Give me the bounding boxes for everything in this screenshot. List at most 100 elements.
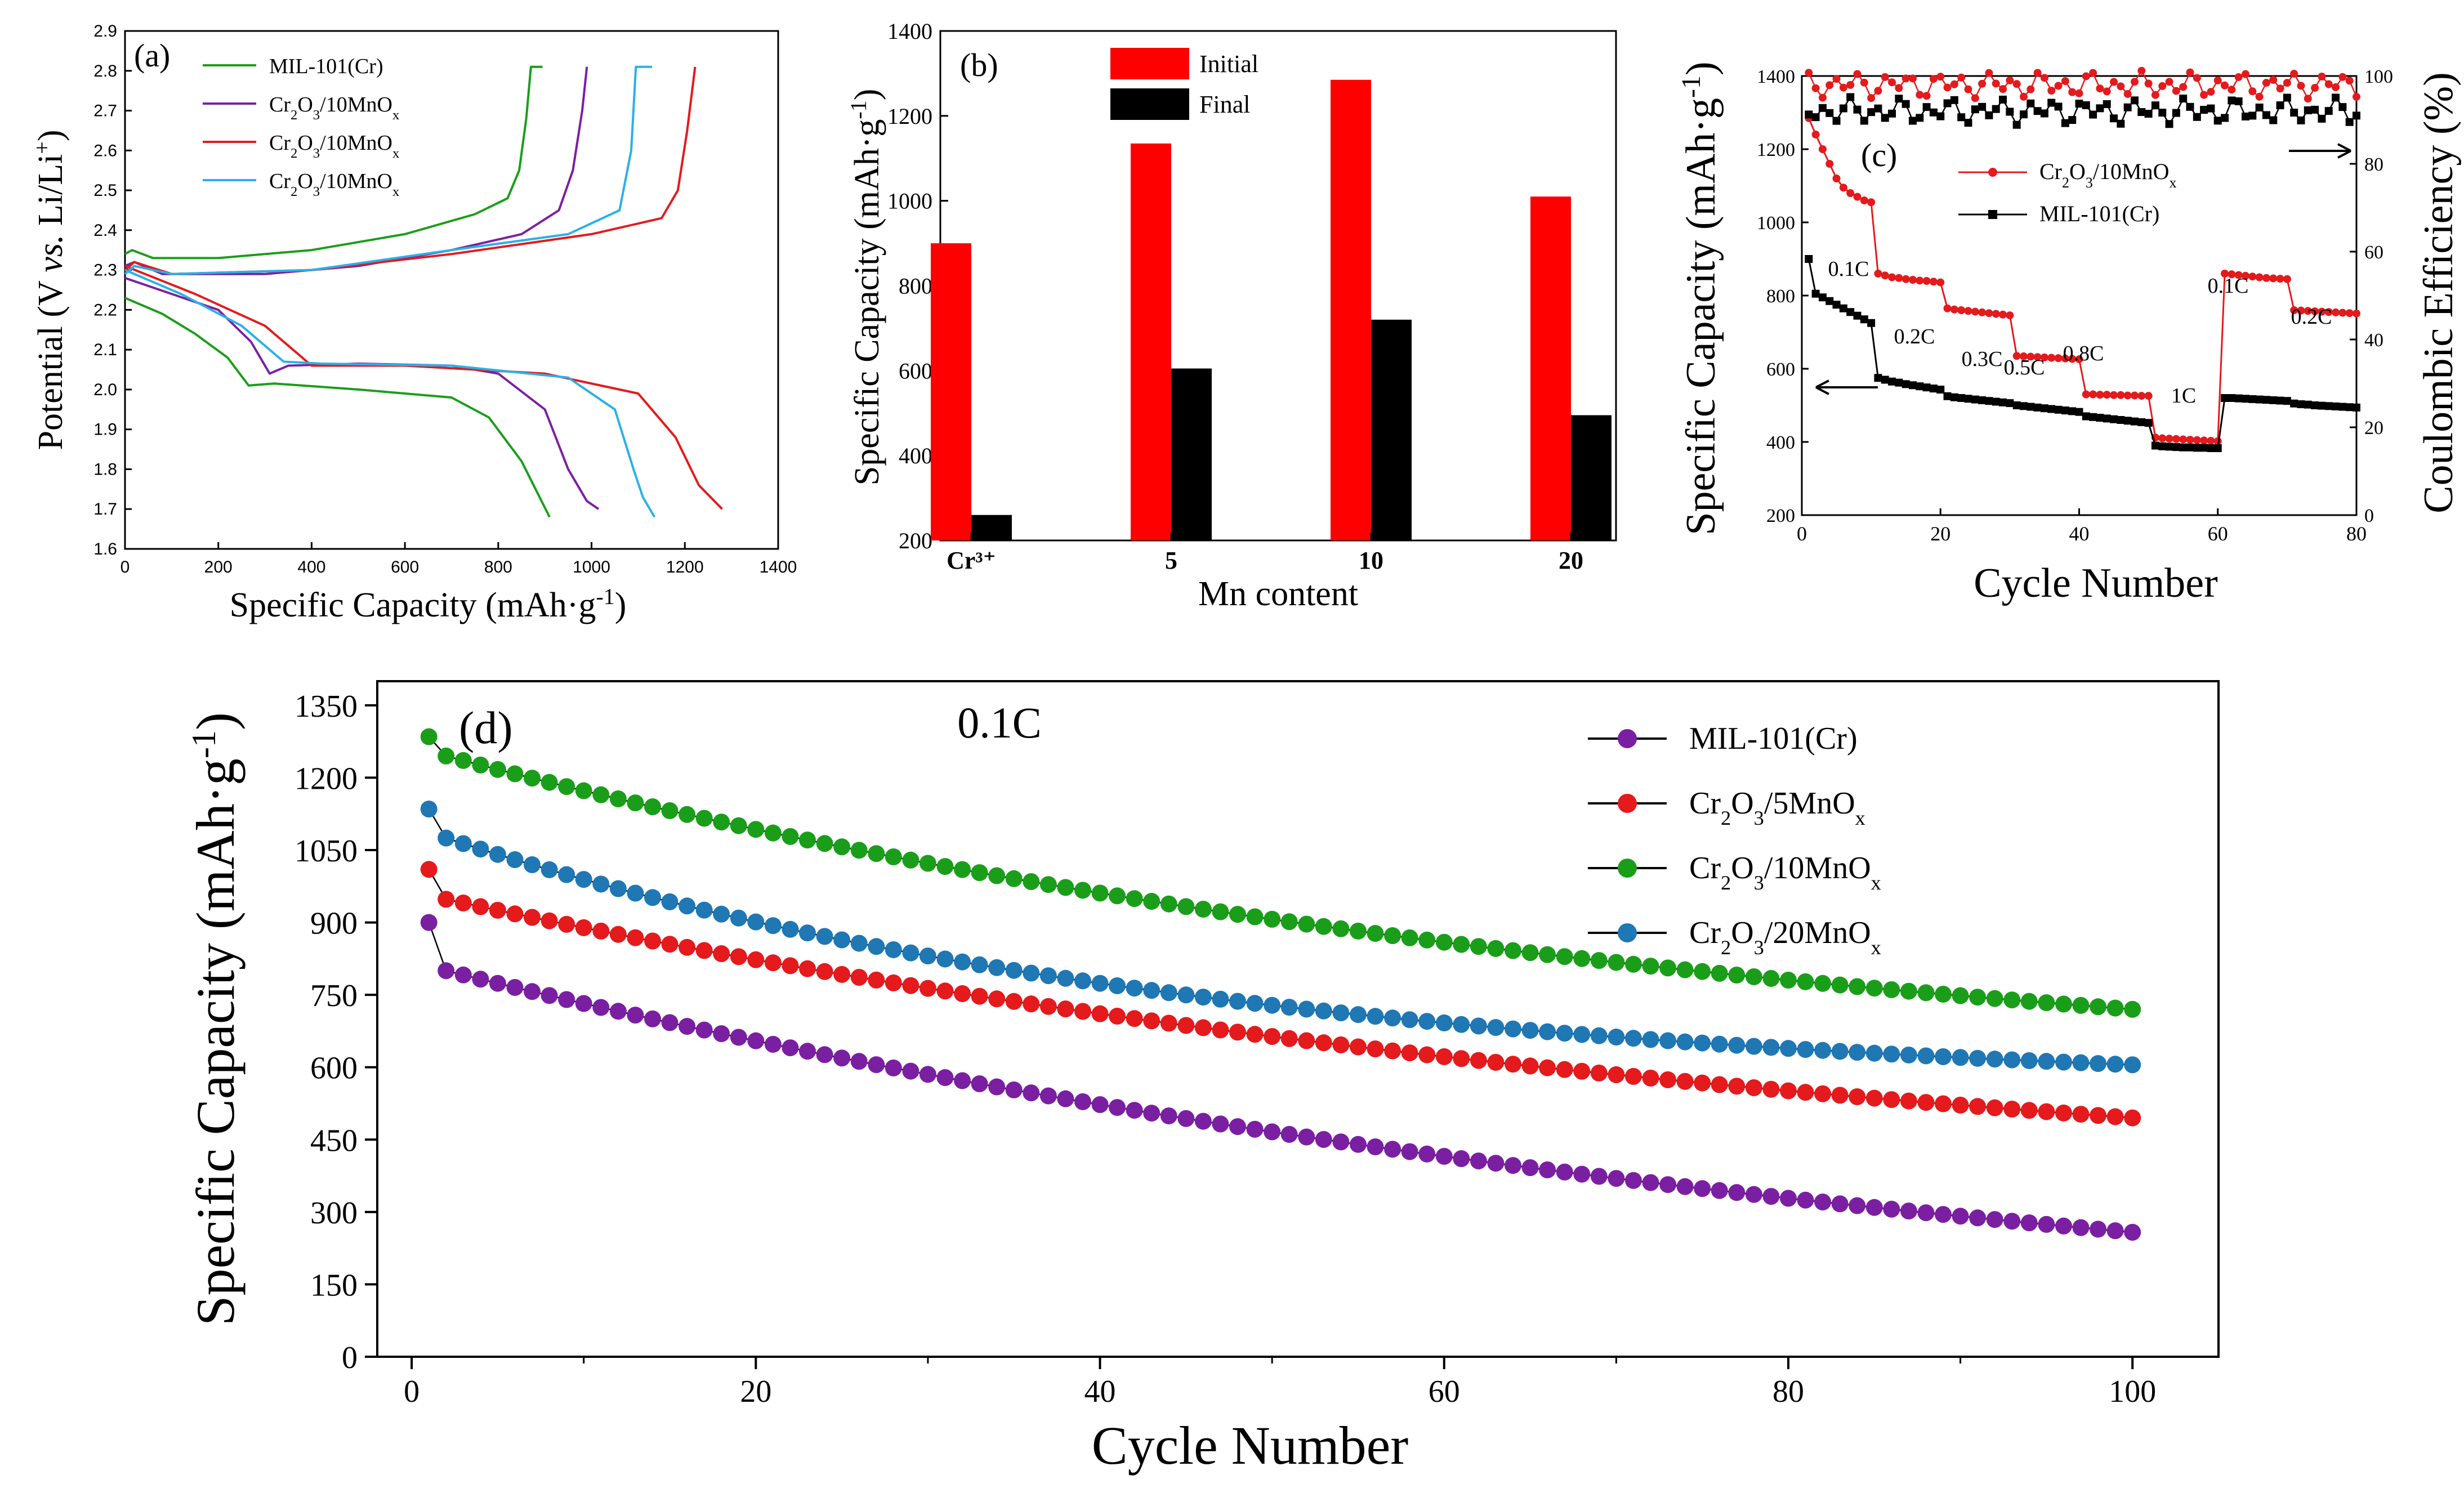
- capacity-point-c: [1971, 307, 1979, 316]
- capacity-point-c: [2089, 390, 2097, 399]
- capacity-point-c: [1846, 189, 1855, 197]
- data-point-d: [1350, 1038, 1367, 1056]
- ce-point-c: [2089, 110, 2097, 119]
- data-point-d: [1384, 1009, 1401, 1027]
- y-tick-label-a: 2.8: [93, 62, 117, 81]
- data-point-d: [1470, 1152, 1487, 1170]
- y-tick-label-a: 2.1: [93, 341, 117, 359]
- data-point-d: [1418, 931, 1436, 949]
- ce-point-c: [1832, 75, 1841, 83]
- capacity-point-c: [1916, 382, 1924, 391]
- y-tick-label-b: 1000: [887, 189, 932, 214]
- capacity-point-c: [2353, 403, 2360, 412]
- capacity-point-c: [2158, 442, 2167, 450]
- data-point-d: [1849, 1197, 1866, 1214]
- ce-point-c: [2012, 120, 2021, 129]
- ce-point-c: [1978, 102, 1987, 111]
- data-point-d: [1246, 908, 1264, 926]
- ce-point-c: [2096, 84, 2104, 93]
- ce-point-c: [1950, 96, 1958, 104]
- data-point-d: [1177, 1017, 1195, 1034]
- data-point-d: [695, 901, 713, 919]
- curve-discharge-a-2: [124, 265, 724, 510]
- series-line-d-0: [428, 922, 2133, 1233]
- data-point-d: [1676, 1178, 1694, 1195]
- rate-label-c-0: 0.1C: [1828, 257, 1869, 281]
- capacity-point-c: [2040, 404, 2048, 413]
- data-point-d: [885, 1060, 902, 1076]
- ce-point-c: [1978, 79, 1987, 88]
- data-point-d: [1005, 993, 1023, 1010]
- data-point-d: [1865, 1044, 1883, 1062]
- ce-point-c: [2228, 96, 2236, 105]
- data-point-d: [1470, 938, 1487, 955]
- data-point-d: [1160, 895, 1177, 913]
- y-tick-label-d: 300: [310, 1196, 358, 1231]
- ce-point-c: [2165, 120, 2173, 128]
- data-point-d: [816, 963, 833, 980]
- ce-point-c: [2353, 111, 2360, 120]
- capacity-point-c: [2324, 402, 2333, 410]
- capacity-point-c: [1846, 308, 1855, 316]
- axes-frame-d: [376, 680, 2220, 1358]
- data-point-d: [1865, 1089, 1883, 1107]
- data-point-d: [1470, 1017, 1487, 1035]
- legend-swatch-b-0: [1110, 48, 1189, 79]
- ce-point-c: [2075, 100, 2083, 108]
- data-point-d: [1780, 1082, 1797, 1099]
- data-point-d: [919, 1066, 936, 1083]
- data-point-d: [1659, 959, 1677, 977]
- data-point-d: [541, 774, 558, 791]
- data-point-d: [1074, 972, 1091, 990]
- data-point-d: [1865, 980, 1883, 997]
- data-point-d: [558, 778, 575, 795]
- series-line-d-3: [428, 808, 2133, 1066]
- data-point-d: [1556, 948, 1573, 965]
- ce-point-c: [1909, 117, 1917, 125]
- legend-marker-c-1: [1988, 210, 1997, 219]
- panel-a: (a) Specific Capacity (mAh·g-1) Potentia…: [29, 22, 797, 624]
- y-tick-label-c: 600: [1766, 359, 1795, 380]
- data-point-d: [1797, 973, 1814, 990]
- data-point-d: [1212, 1021, 1229, 1039]
- data-point-d: [1711, 1182, 1728, 1199]
- ce-point-c: [2234, 73, 2243, 81]
- y-tick-label-a: 1.8: [93, 460, 117, 479]
- data-point-d: [1849, 1088, 1866, 1106]
- capacity-point-c: [1881, 376, 1889, 384]
- x-tick-label-c: 60: [2208, 522, 2228, 545]
- data-point-d: [1126, 890, 1143, 908]
- data-point-d: [1435, 1048, 1453, 1065]
- ce-point-c: [1929, 75, 1938, 83]
- data-point-d: [1935, 1206, 1952, 1223]
- data-point-d: [1057, 879, 1074, 896]
- capacity-point-c: [1950, 393, 1958, 401]
- data-point-d: [1900, 1092, 1917, 1110]
- ce-point-c: [1992, 79, 2000, 88]
- data-point-d: [1109, 1008, 1126, 1025]
- capacity-point-c: [1867, 319, 1876, 327]
- data-point-d: [695, 810, 713, 827]
- ce-point-c: [1839, 104, 1847, 113]
- data-point-d: [1539, 1059, 1556, 1076]
- data-point-d: [2106, 1056, 2124, 1073]
- data-point-d: [1229, 906, 1246, 923]
- data-point-d: [472, 971, 489, 988]
- ce-point-c: [2026, 99, 2035, 108]
- data-point-d: [1676, 1072, 1694, 1090]
- data-point-d: [2106, 1108, 2124, 1125]
- data-point-d: [1350, 922, 1367, 940]
- y-tick-label-d: 450: [310, 1123, 358, 1158]
- data-point-d: [1745, 1186, 1762, 1203]
- data-point-d: [833, 931, 851, 949]
- capacity-point-c: [2075, 408, 2083, 416]
- data-point-d: [1315, 1002, 1332, 1020]
- ce-point-c: [2047, 99, 2056, 107]
- data-point-d: [1074, 1093, 1091, 1110]
- capacity-point-c: [1943, 392, 1952, 400]
- capacity-point-c: [2144, 419, 2153, 427]
- data-point-d: [679, 806, 696, 823]
- y2-tick-label-c: 100: [2364, 66, 2393, 87]
- data-point-d: [592, 786, 610, 803]
- data-point-d: [1608, 954, 1625, 971]
